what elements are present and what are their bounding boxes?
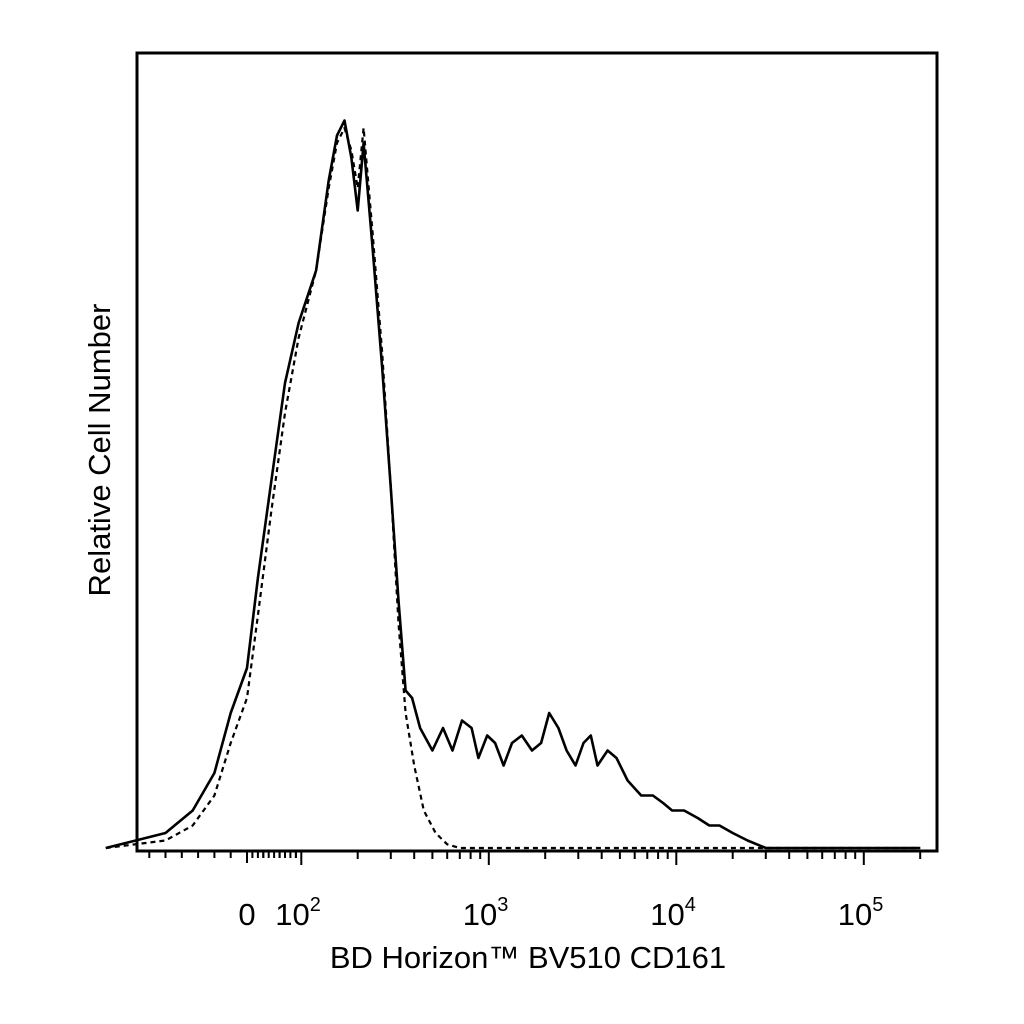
x-tick-label: 102 [275,894,321,932]
x-tick-label: 104 [650,894,696,932]
x-axis-ticks [148,851,922,865]
x-tick-label: 103 [463,894,509,932]
y-axis-label: Relative Cell Number [82,304,117,597]
x-tick-label: 0 [238,897,255,932]
stained-histogram-line [105,119,921,850]
x-tick-label: 105 [838,894,884,932]
plot-frame [135,51,939,853]
control-histogram-line [105,126,921,850]
series-layer [105,119,921,850]
x-axis-label: BD Horizon™ BV510 CD161 [330,940,726,975]
x-axis-tick-labels: 0 102 103 104 105 [238,894,883,932]
